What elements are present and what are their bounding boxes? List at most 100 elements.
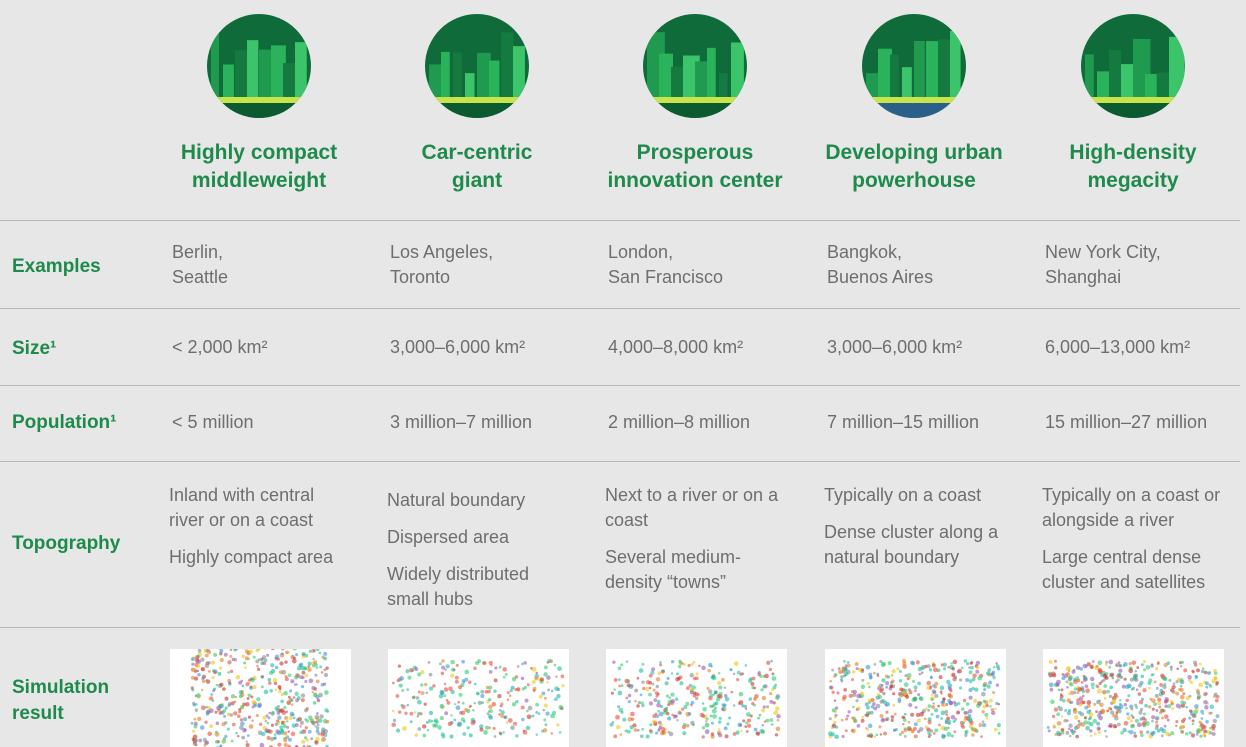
sim-dot xyxy=(1132,660,1137,665)
sim-dot xyxy=(868,724,873,729)
sim-dot xyxy=(194,670,197,673)
sim-dot xyxy=(649,723,652,726)
sim-dot xyxy=(992,676,995,679)
sim-dot xyxy=(963,719,967,723)
sim-dot xyxy=(934,708,938,712)
sim-dot xyxy=(1213,719,1217,723)
sim-dot xyxy=(503,676,506,679)
sim-dot xyxy=(1119,703,1122,706)
sim-dot xyxy=(1170,666,1173,669)
sim-dot xyxy=(761,730,765,734)
sim-dot xyxy=(275,666,278,669)
sim-dot xyxy=(1151,720,1154,723)
title-line: middleweight xyxy=(149,167,369,195)
sim-dot xyxy=(428,661,431,664)
sim-dot xyxy=(259,723,262,726)
sim-dot xyxy=(399,676,404,681)
sim-dot xyxy=(400,704,403,707)
sim-dot xyxy=(556,694,560,698)
sim-dot xyxy=(879,714,883,718)
sim-dot xyxy=(230,670,233,673)
sim-dot xyxy=(1082,690,1085,693)
sim-dot xyxy=(1138,711,1142,715)
sim-dot xyxy=(961,667,964,670)
building xyxy=(465,73,475,99)
sim-dot xyxy=(1139,717,1142,720)
sim-dot xyxy=(649,701,653,705)
simulation-image xyxy=(825,649,1006,747)
sim-dot xyxy=(1118,661,1121,664)
row-label: Size¹ xyxy=(12,336,152,362)
sim-dot xyxy=(1125,707,1127,709)
sim-dot xyxy=(646,734,650,738)
sim-dot xyxy=(1089,729,1092,732)
sim-dot xyxy=(427,729,429,731)
building xyxy=(477,53,491,99)
sim-dot xyxy=(250,695,253,698)
sim-dot xyxy=(502,667,506,671)
sim-dot xyxy=(216,684,219,687)
sim-dot xyxy=(737,723,742,728)
sim-dot xyxy=(1091,686,1094,689)
sim-dot xyxy=(309,678,314,683)
sim-dot xyxy=(912,680,915,683)
sim-dot xyxy=(829,680,832,683)
sim-dot xyxy=(855,662,859,666)
sim-dot xyxy=(1171,707,1174,710)
sim-dot xyxy=(1155,716,1160,721)
sim-dot xyxy=(1133,732,1136,735)
sim-dot xyxy=(1181,704,1185,708)
building xyxy=(659,54,673,99)
sim-dot xyxy=(1104,730,1106,732)
sim-dot xyxy=(541,691,545,695)
sim-dot xyxy=(194,676,198,680)
sim-dot xyxy=(323,657,327,661)
sim-dot xyxy=(641,663,644,666)
sim-dot xyxy=(196,693,201,698)
sim-dot xyxy=(1090,734,1092,736)
sim-dot xyxy=(746,730,749,733)
sim-dot xyxy=(646,680,650,684)
sim-dot xyxy=(324,690,329,695)
sim-dot xyxy=(551,690,554,693)
sim-dot xyxy=(913,697,917,701)
sim-dot xyxy=(947,727,949,729)
sim-dot xyxy=(1061,676,1065,680)
sim-dot xyxy=(1201,670,1204,673)
sim-dot xyxy=(1110,711,1114,715)
icon-art xyxy=(206,13,312,119)
sim-dot xyxy=(212,689,215,692)
sim-dot xyxy=(311,720,314,723)
sim-dot xyxy=(1142,688,1146,692)
sim-dot xyxy=(982,720,985,723)
sim-dot xyxy=(1161,729,1166,734)
sim-dot xyxy=(521,663,524,666)
sim-dot xyxy=(1158,706,1161,709)
sim-dot xyxy=(1151,715,1155,719)
sim-dot xyxy=(323,652,327,656)
sim-dot xyxy=(1146,665,1151,670)
sim-dot xyxy=(932,663,936,667)
sim-dot xyxy=(285,677,289,681)
sim-dot xyxy=(195,739,198,742)
sim-dot xyxy=(274,706,278,710)
sim-dot xyxy=(940,692,942,694)
sim-dot xyxy=(761,724,764,727)
sim-dot xyxy=(200,725,205,730)
sim-dot xyxy=(891,674,894,677)
sim-dot xyxy=(983,684,987,688)
sim-dot xyxy=(673,715,677,719)
building xyxy=(247,40,258,99)
sim-dot xyxy=(554,697,558,701)
sim-dot xyxy=(1071,670,1075,674)
sim-dot xyxy=(751,702,754,705)
sim-dot xyxy=(712,704,715,707)
sim-dot xyxy=(952,667,955,670)
sim-dot xyxy=(688,712,691,715)
sim-dot xyxy=(649,687,651,689)
sim-dot xyxy=(984,700,988,704)
sim-dot xyxy=(775,706,779,710)
sim-dot xyxy=(928,717,932,721)
sim-dot xyxy=(1192,723,1195,726)
sim-dot xyxy=(659,712,664,717)
